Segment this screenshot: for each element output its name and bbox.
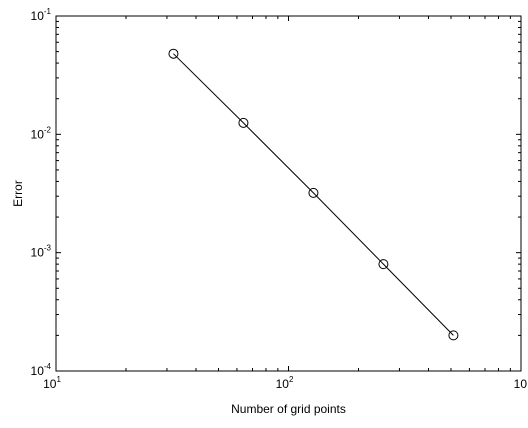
- series-line: [173, 53, 454, 336]
- y-tick-label: 10-1: [31, 7, 52, 23]
- axis-ticks: [55, 16, 521, 372]
- x-tick-label: 102: [276, 375, 294, 391]
- x-tick-label: 10: [514, 377, 528, 391]
- x-axis-label: Number of grid points: [231, 402, 346, 416]
- x-tick-label: 101: [43, 375, 61, 391]
- y-tick-label: 10-2: [31, 125, 52, 141]
- y-tick-label: 10-3: [31, 244, 52, 260]
- tick-labels: 101 102 10 10-4 10-3 10-2 10-1: [31, 7, 528, 391]
- data-point-marker: [308, 187, 319, 198]
- data-point-marker: [168, 48, 179, 59]
- y-tick-label: 10-4: [31, 362, 52, 378]
- data-point-marker: [448, 330, 459, 341]
- data-point-marker: [378, 259, 389, 270]
- series-layer: [168, 48, 459, 341]
- data-point-marker: [238, 117, 249, 128]
- plot-area: [55, 15, 522, 372]
- y-axis-label: Error: [11, 180, 25, 207]
